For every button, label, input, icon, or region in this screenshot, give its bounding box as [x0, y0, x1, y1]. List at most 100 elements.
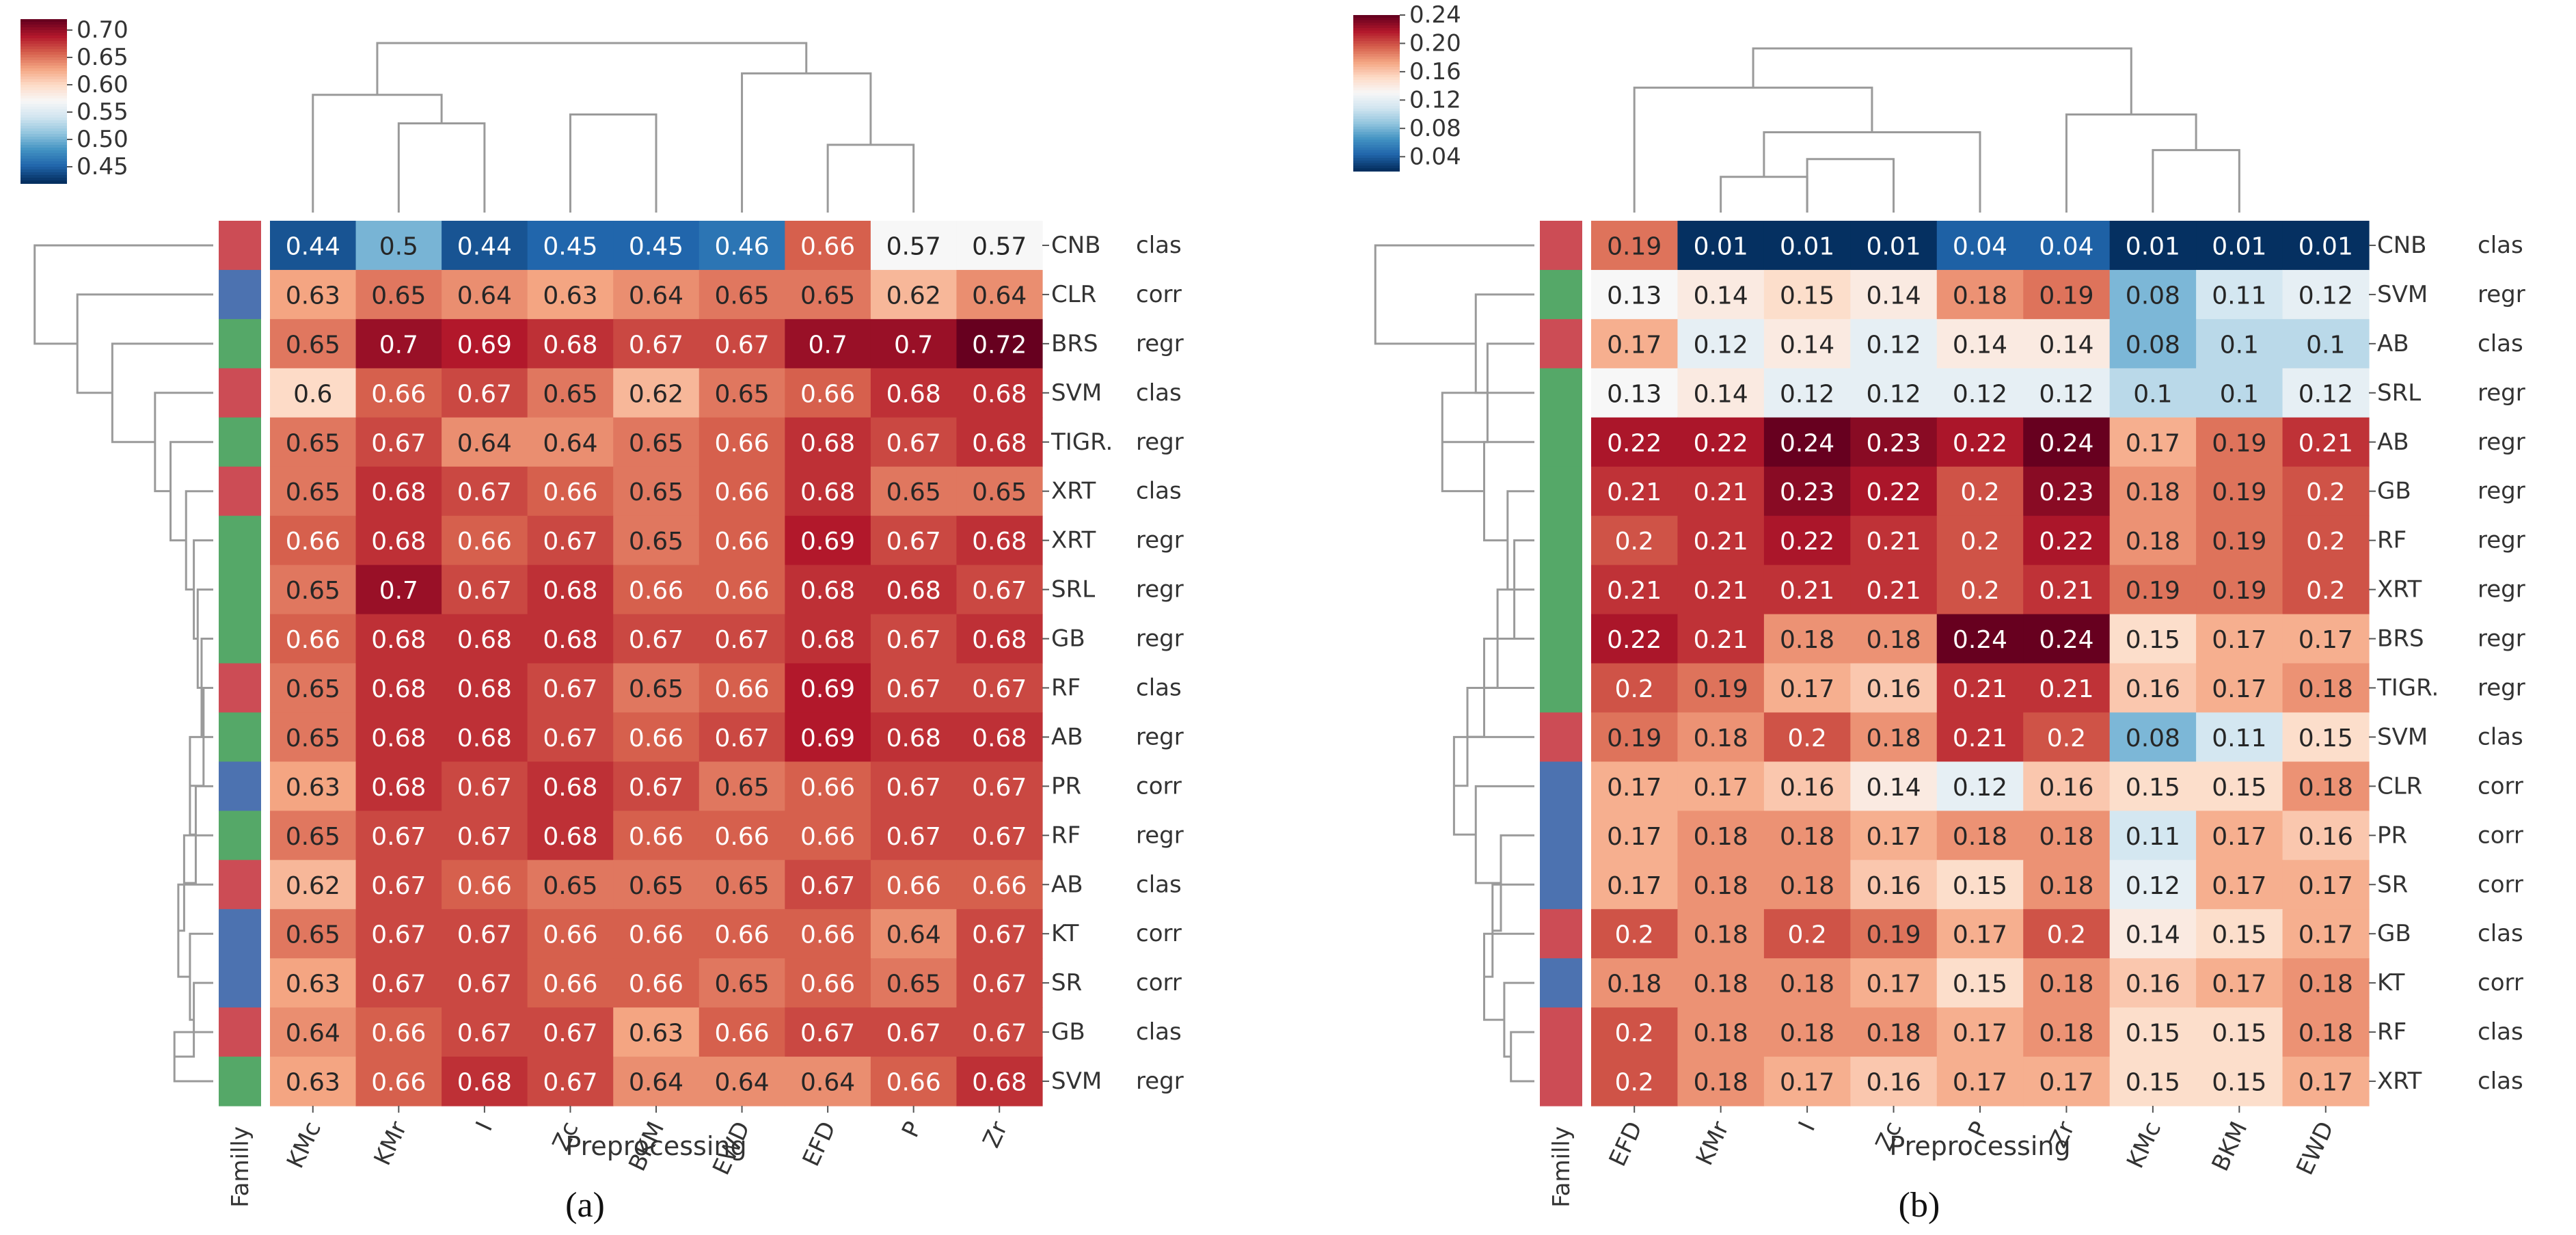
cell-value-label: 0.68	[972, 429, 1027, 457]
cell-value-label: 0.68	[800, 577, 855, 605]
family-color-cell	[1540, 909, 1582, 959]
cell-value-label: 0.21	[1694, 626, 1748, 654]
family-color-cell	[1540, 761, 1582, 811]
cell-value-label: 0.2	[1960, 478, 1999, 506]
cell-value-label: 0.63	[286, 1069, 340, 1097]
heatmap-cell	[699, 909, 785, 959]
row-label-family: regr	[2478, 625, 2525, 653]
family-color-cell	[219, 318, 261, 369]
cell-value-label: 0.18	[2299, 675, 2353, 703]
cell-value-label: 0.14	[1694, 380, 1748, 408]
heatmap-cell	[2196, 860, 2283, 910]
cell-value-label: 0.67	[972, 921, 1027, 949]
colorbar-segment	[1353, 168, 1400, 172]
heatmap-cell	[870, 860, 958, 910]
heatmap-cell	[2109, 417, 2197, 467]
heatmap-cell	[613, 614, 700, 664]
heatmap-cell	[270, 663, 357, 714]
cell-value-label: 0.12	[2299, 282, 2353, 310]
cell-value-label: 0.66	[629, 577, 683, 605]
colorbar-segment	[21, 44, 67, 47]
cell-value-label: 0.17	[1607, 823, 1662, 851]
heatmap-cell	[2109, 318, 2197, 369]
cell-value-label: 0.14	[1953, 331, 2007, 359]
cell-value-label: 0.66	[800, 380, 855, 408]
heatmap-cell	[2282, 417, 2370, 467]
cell-value-label: 0.08	[2126, 331, 2180, 359]
colorbar-tick-label: 0.08	[1409, 115, 1461, 142]
colorbar-tick-label: 0.20	[1409, 29, 1461, 57]
heatmap-cell	[1763, 368, 1851, 418]
colorbar-segment	[1353, 15, 1400, 18]
colorbar-segment	[21, 161, 67, 165]
cell-value-label: 0.22	[1607, 626, 1662, 654]
heatmap-cell	[699, 1007, 785, 1057]
colorbar-segment	[1353, 30, 1400, 34]
row-label-family: corr	[2478, 871, 2523, 898]
heatmap-cell	[870, 466, 958, 517]
heatmap-cell	[1936, 663, 2024, 714]
row-label-family: regr	[1136, 822, 1184, 849]
colorbar-segment	[1353, 43, 1400, 47]
heatmap-cell	[527, 417, 614, 467]
heatmap-cell	[2109, 663, 2197, 714]
colorbar-segment	[1353, 137, 1400, 141]
heatmap-cell	[442, 614, 528, 664]
family-color-cell	[219, 811, 261, 860]
heatmap-cell	[1591, 368, 1679, 418]
cell-value-label: 0.18	[1694, 921, 1748, 949]
cell-value-label: 0.17	[1607, 872, 1662, 900]
cell-value-label: 0.66	[457, 872, 512, 900]
heatmap-cell	[2196, 712, 2283, 762]
row-label-family: regr	[1136, 576, 1184, 603]
colorbar-segment	[21, 159, 67, 162]
row-label-family: clas	[2478, 920, 2523, 947]
colorbar-segment	[1353, 142, 1400, 146]
heatmap-cell	[785, 565, 871, 615]
heatmap-cell	[699, 417, 785, 467]
heatmap-cell	[1763, 761, 1851, 811]
row-label-family: clas	[1136, 871, 1182, 898]
colorbar-tick-label: 0.70	[77, 16, 128, 44]
heatmap-cell	[527, 515, 614, 566]
colorbar-segment	[21, 156, 67, 159]
cell-value-label: 0.68	[972, 380, 1027, 408]
row-label-family: regr	[2478, 478, 2525, 505]
heatmap-cell	[442, 221, 528, 271]
row-label-model: CNB	[1051, 232, 1101, 259]
heatmap-cell	[527, 221, 614, 271]
cell-value-label: 0.67	[972, 675, 1027, 703]
heatmap-cell	[355, 958, 442, 1008]
heatmap-cell	[613, 811, 700, 860]
cell-value-label: 0.22	[1953, 429, 2007, 457]
heatmap-cell	[270, 1007, 357, 1057]
cell-value-label: 0.66	[714, 429, 769, 457]
heatmap-cell	[2109, 761, 2197, 811]
heatmap-cell	[2196, 663, 2283, 714]
heatmap-cell	[442, 466, 528, 517]
row-label-family: regr	[2478, 674, 2525, 701]
heatmap-cell	[613, 221, 700, 271]
heatmap-cell	[527, 565, 614, 615]
colorbar-segment	[1353, 17, 1400, 21]
heatmap-cell	[527, 761, 614, 811]
cell-value-label: 0.68	[972, 528, 1027, 556]
colorbar-segment	[1353, 165, 1400, 169]
cell-value-label: 0.67	[371, 971, 426, 999]
heatmap-cell	[785, 909, 871, 959]
cell-value-label: 0.2	[1615, 675, 1654, 703]
cell-value-label: 0.18	[1694, 724, 1748, 752]
heatmap-cell	[2023, 860, 2111, 910]
heatmap-cell	[1677, 417, 1765, 467]
row-label-family: clas	[2478, 723, 2523, 750]
colorbar-segment	[1353, 100, 1400, 105]
heatmap-cell	[442, 565, 528, 615]
column-label: EWD	[2291, 1117, 2340, 1180]
colorbar-segment	[1353, 134, 1400, 138]
heatmap-cell	[270, 269, 357, 320]
cell-value-label: 0.68	[800, 429, 855, 457]
family-axis-label: Familly	[1548, 1126, 1575, 1208]
cell-value-label: 0.67	[886, 626, 941, 654]
family-color-cell	[1540, 958, 1582, 1008]
